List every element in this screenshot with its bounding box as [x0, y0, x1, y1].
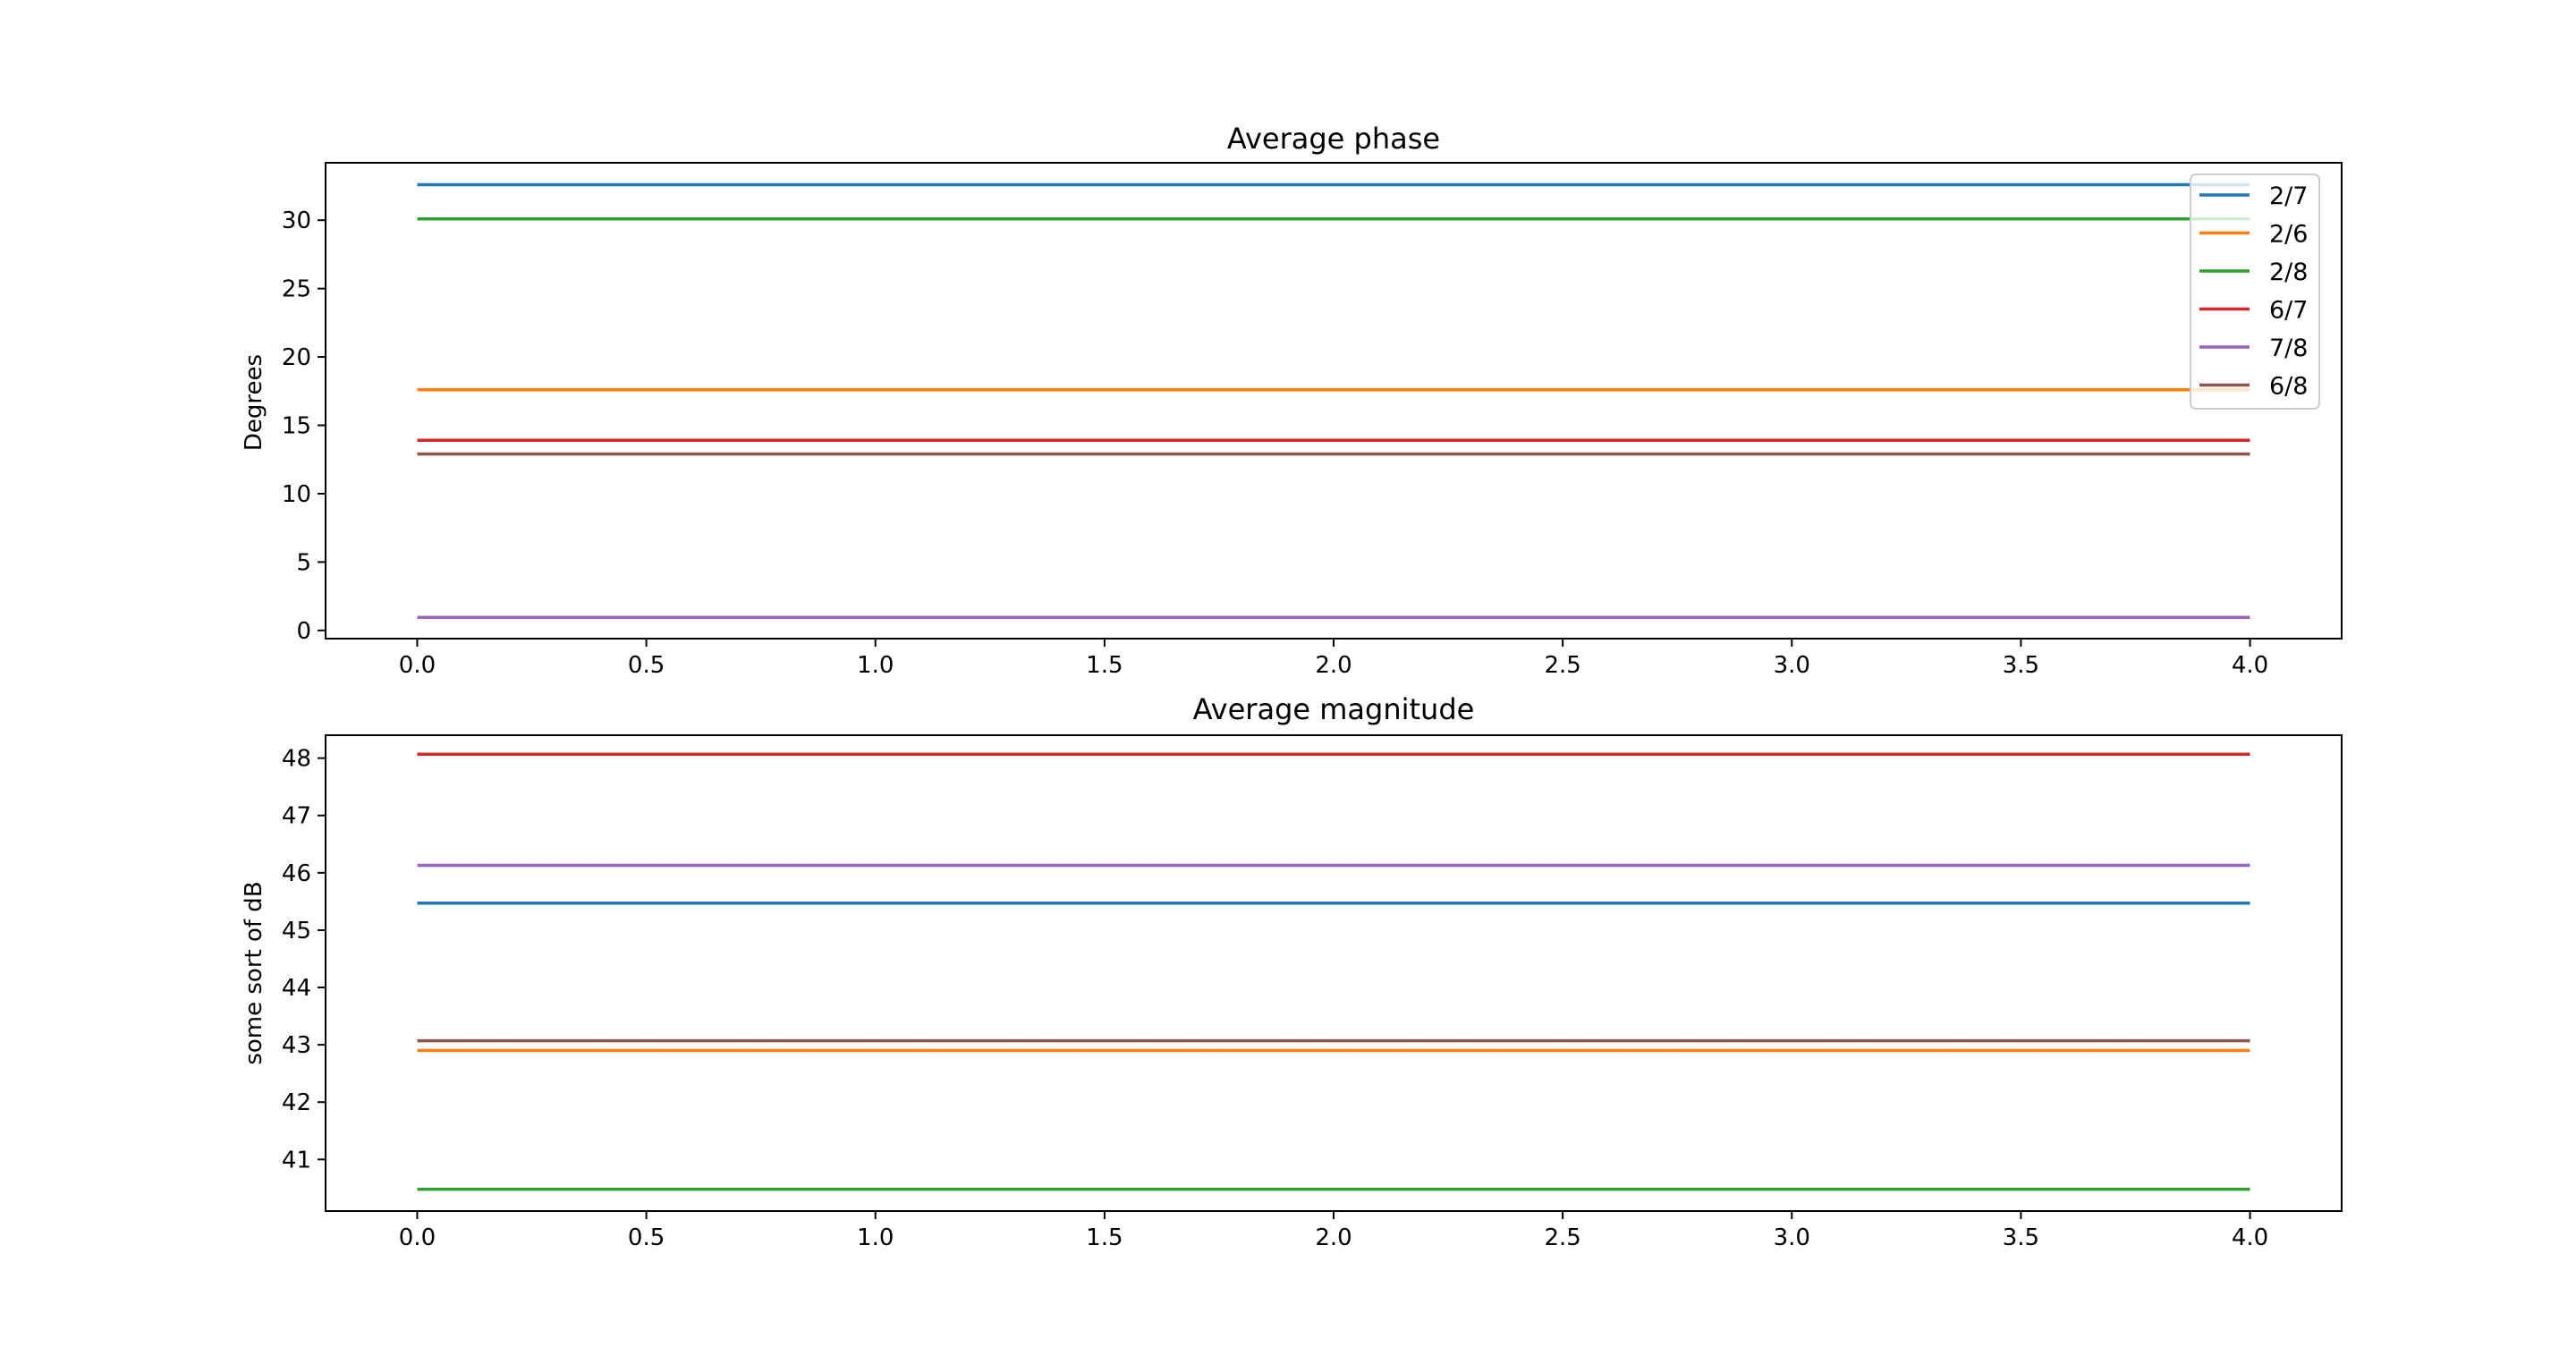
- plot-frame: [325, 162, 2343, 640]
- y-tick-label: 30: [282, 208, 311, 234]
- x-tick-label: 2.5: [1544, 652, 1580, 679]
- y-tick-label: 10: [282, 481, 311, 508]
- y-tick-label: 42: [282, 1089, 311, 1116]
- x-tick-label: 2.0: [1315, 652, 1352, 679]
- y-tick-label: 15: [282, 413, 311, 440]
- y-tick-label: 45: [282, 918, 311, 945]
- x-tick-label: 0.0: [399, 1224, 436, 1251]
- y-axis-label: some sort of dB: [241, 881, 267, 1064]
- y-tick-label: 47: [282, 803, 311, 830]
- x-tick-label: 2.5: [1544, 1224, 1580, 1251]
- legend-label: 6/7: [2269, 297, 2308, 325]
- x-tick-label: 3.0: [1774, 1224, 1810, 1251]
- x-tick-label: 1.0: [857, 1224, 894, 1251]
- chart-title: Average phase: [1227, 122, 1440, 156]
- y-tick-label: 20: [282, 344, 311, 371]
- x-tick-label: 4.0: [2232, 1224, 2268, 1251]
- legend-label: 7/8: [2269, 335, 2308, 362]
- x-ticks: 0.0 0.5 1.0 1.5 2.0 2.5 3.0 3.5 4.0: [399, 1211, 2268, 1251]
- y-tick-label: 46: [282, 860, 311, 887]
- x-tick-label: 1.5: [1086, 1224, 1123, 1251]
- chart-title: Average magnitude: [1193, 692, 1475, 726]
- phase-chart: Average phase Degrees 0.0 0.5 1.0 1.5 2.0 2.5…: [241, 122, 2343, 679]
- y-tick-label: 44: [282, 975, 311, 1002]
- magnitude-chart: Average magnitude some sort of dB 0.0 0.5…: [241, 692, 2343, 1251]
- series-lines: [417, 752, 2250, 1191]
- y-tick-label: 25: [282, 276, 311, 303]
- y-tick-label: 0: [296, 618, 311, 645]
- y-axis-label: Degrees: [241, 354, 267, 451]
- legend-label: 2/6: [2269, 221, 2308, 249]
- y-tick-label: 5: [296, 549, 311, 576]
- x-tick-label: 1.0: [857, 652, 894, 679]
- x-tick-label: 3.0: [1774, 652, 1810, 679]
- y-ticks: 41 42 43 44 45 46 47 48: [282, 746, 326, 1173]
- legend: 2/7 2/6 2/8 6/7 7/8 6/8: [2190, 174, 2320, 410]
- x-tick-label: 0.5: [628, 1224, 665, 1251]
- y-ticks: 0 5 10 15 20 25 30: [282, 208, 326, 645]
- x-ticks: 0.0 0.5 1.0 1.5 2.0 2.5 3.0 3.5 4.0: [399, 639, 2268, 679]
- series-lines: [417, 182, 2250, 620]
- legend-label: 6/8: [2269, 373, 2308, 401]
- x-tick-label: 1.5: [1086, 652, 1123, 679]
- x-tick-label: 0.0: [399, 652, 436, 679]
- legend-label: 2/8: [2269, 258, 2308, 286]
- x-tick-label: 3.5: [2003, 652, 2039, 679]
- x-tick-label: 4.0: [2232, 652, 2268, 679]
- legend-label: 2/7: [2269, 182, 2308, 210]
- x-tick-label: 3.5: [2003, 1224, 2039, 1251]
- plot-frame: [325, 734, 2343, 1212]
- x-tick-label: 2.0: [1315, 1224, 1352, 1251]
- x-tick-label: 0.5: [628, 652, 665, 679]
- y-tick-label: 43: [282, 1032, 311, 1059]
- y-tick-label: 48: [282, 746, 311, 773]
- y-tick-label: 41: [282, 1147, 311, 1173]
